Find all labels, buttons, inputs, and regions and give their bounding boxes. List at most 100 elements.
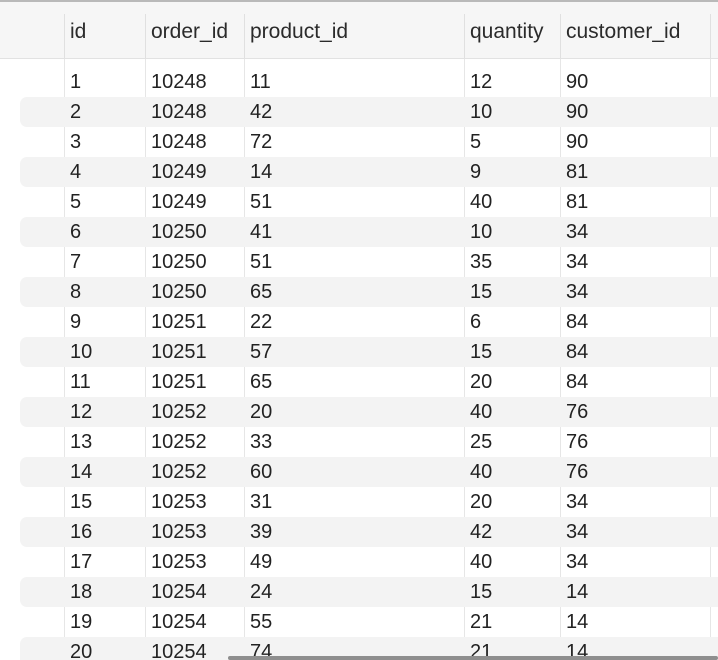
- header-column-separator[interactable]: [64, 14, 65, 58]
- table-row[interactable]: 13 10252 33 25 76: [0, 427, 718, 457]
- cell-customer-id[interactable]: 34: [566, 221, 589, 243]
- table-row[interactable]: 6 10250 41 10 34: [0, 217, 718, 247]
- cell-product-id[interactable]: 42: [250, 101, 273, 123]
- cell-order-id[interactable]: 10253: [151, 491, 207, 513]
- cell-customer-id[interactable]: 84: [566, 341, 589, 363]
- cell-quantity[interactable]: 9: [470, 161, 482, 183]
- table-row[interactable]: 20 10254 74 21 14: [0, 637, 718, 660]
- cell-order-id[interactable]: 10248: [151, 131, 207, 153]
- cell-order-id[interactable]: 10250: [151, 251, 207, 273]
- cell-product-id[interactable]: 49: [250, 551, 273, 573]
- cell-quantity[interactable]: 10: [470, 101, 493, 123]
- cell-id[interactable]: 13: [70, 431, 93, 453]
- cell-quantity[interactable]: 21: [470, 641, 493, 660]
- column-header-order-id[interactable]: order_id: [151, 20, 229, 43]
- cell-order-id[interactable]: 10248: [151, 101, 207, 123]
- cell-product-id[interactable]: 33: [250, 431, 273, 453]
- cell-order-id[interactable]: 10252: [151, 431, 207, 453]
- cell-quantity[interactable]: 42: [470, 521, 493, 543]
- table-row[interactable]: 8 10250 65 15 34: [0, 277, 718, 307]
- cell-quantity[interactable]: 5: [470, 131, 482, 153]
- table-row[interactable]: 19 10254 55 21 14: [0, 607, 718, 637]
- cell-product-id[interactable]: 51: [250, 251, 273, 273]
- cell-customer-id[interactable]: 90: [566, 71, 589, 93]
- cell-customer-id[interactable]: 90: [566, 101, 589, 123]
- cell-id[interactable]: 17: [70, 551, 93, 573]
- column-header-product-id[interactable]: product_id: [250, 20, 349, 43]
- table-row[interactable]: 17 10253 49 40 34: [0, 547, 718, 577]
- cell-quantity[interactable]: 20: [470, 491, 493, 513]
- cell-id[interactable]: 4: [70, 161, 82, 183]
- cell-order-id[interactable]: 10248: [151, 71, 207, 93]
- cell-id[interactable]: 15: [70, 491, 93, 513]
- cell-customer-id[interactable]: 76: [566, 461, 589, 483]
- table-row[interactable]: 2 10248 42 10 90: [0, 97, 718, 127]
- column-header-id[interactable]: id: [70, 20, 87, 43]
- cell-quantity[interactable]: 40: [470, 461, 493, 483]
- cell-id[interactable]: 16: [70, 521, 93, 543]
- cell-product-id[interactable]: 22: [250, 311, 273, 333]
- cell-id[interactable]: 7: [70, 251, 82, 273]
- cell-id[interactable]: 8: [70, 281, 82, 303]
- cell-id[interactable]: 9: [70, 311, 82, 333]
- cell-product-id[interactable]: 24: [250, 581, 273, 603]
- cell-quantity[interactable]: 12: [470, 71, 493, 93]
- cell-customer-id[interactable]: 76: [566, 431, 589, 453]
- cell-product-id[interactable]: 39: [250, 521, 273, 543]
- table-row[interactable]: 3 10248 72 5 90: [0, 127, 718, 157]
- cell-product-id[interactable]: 57: [250, 341, 273, 363]
- table-row[interactable]: 1 10248 11 12 90: [0, 67, 718, 97]
- cell-customer-id[interactable]: 90: [566, 131, 589, 153]
- header-column-separator[interactable]: [710, 14, 711, 58]
- cell-order-id[interactable]: 10250: [151, 221, 207, 243]
- cell-quantity[interactable]: 40: [470, 191, 493, 213]
- cell-id[interactable]: 11: [70, 371, 91, 393]
- table-row[interactable]: 7 10250 51 35 34: [0, 247, 718, 277]
- cell-product-id[interactable]: 14: [250, 161, 273, 183]
- cell-order-id[interactable]: 10254: [151, 581, 207, 603]
- cell-product-id[interactable]: 65: [250, 371, 273, 393]
- table-row[interactable]: 4 10249 14 9 81: [0, 157, 718, 187]
- cell-order-id[interactable]: 10253: [151, 551, 207, 573]
- table-row[interactable]: 12 10252 20 40 76: [0, 397, 718, 427]
- cell-id[interactable]: 1: [70, 71, 82, 93]
- cell-id[interactable]: 5: [70, 191, 82, 213]
- cell-quantity[interactable]: 15: [470, 581, 493, 603]
- cell-quantity[interactable]: 25: [470, 431, 493, 453]
- cell-id[interactable]: 20: [70, 641, 93, 660]
- cell-product-id[interactable]: 11: [250, 71, 271, 93]
- cell-product-id[interactable]: 72: [250, 131, 273, 153]
- header-column-separator[interactable]: [145, 14, 146, 58]
- table-row[interactable]: 11 10251 65 20 84: [0, 367, 718, 397]
- cell-product-id[interactable]: 51: [250, 191, 273, 213]
- cell-quantity[interactable]: 21: [470, 611, 493, 633]
- table-row[interactable]: 18 10254 24 15 14: [0, 577, 718, 607]
- cell-order-id[interactable]: 10251: [151, 311, 207, 333]
- cell-product-id[interactable]: 55: [250, 611, 273, 633]
- cell-customer-id[interactable]: 34: [566, 521, 589, 543]
- cell-customer-id[interactable]: 14: [566, 581, 589, 603]
- cell-product-id[interactable]: 74: [250, 641, 273, 660]
- cell-order-id[interactable]: 10251: [151, 371, 207, 393]
- header-column-separator[interactable]: [464, 14, 465, 58]
- cell-customer-id[interactable]: 14: [566, 611, 589, 633]
- cell-quantity[interactable]: 40: [470, 401, 493, 423]
- cell-customer-id[interactable]: 81: [566, 161, 589, 183]
- cell-order-id[interactable]: 10254: [151, 611, 207, 633]
- cell-order-id[interactable]: 10252: [151, 401, 207, 423]
- cell-customer-id[interactable]: 81: [566, 191, 589, 213]
- table-row[interactable]: 5 10249 51 40 81: [0, 187, 718, 217]
- cell-id[interactable]: 3: [70, 131, 82, 153]
- cell-product-id[interactable]: 31: [250, 491, 273, 513]
- table-row[interactable]: 15 10253 31 20 34: [0, 487, 718, 517]
- cell-quantity[interactable]: 10: [470, 221, 493, 243]
- cell-customer-id[interactable]: 84: [566, 311, 589, 333]
- horizontal-scrollbar[interactable]: [228, 656, 718, 660]
- cell-id[interactable]: 14: [70, 461, 93, 483]
- cell-customer-id[interactable]: 84: [566, 371, 589, 393]
- table-row[interactable]: 9 10251 22 6 84: [0, 307, 718, 337]
- header-column-separator[interactable]: [244, 14, 245, 58]
- column-header-customer-id[interactable]: customer_id: [566, 20, 681, 43]
- cell-id[interactable]: 6: [70, 221, 82, 243]
- cell-product-id[interactable]: 65: [250, 281, 273, 303]
